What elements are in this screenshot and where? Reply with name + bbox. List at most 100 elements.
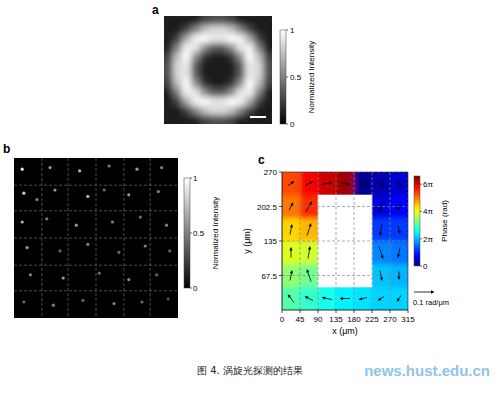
arrow-head <box>291 182 294 185</box>
intensity-cell <box>173 115 182 124</box>
gradient-arrow <box>340 182 350 185</box>
intensity-cell <box>164 43 173 52</box>
arrow-shaft <box>397 203 401 211</box>
spot <box>75 224 78 227</box>
intensity-cell <box>218 106 227 115</box>
intensity-cell <box>182 106 191 115</box>
intensity-cell <box>227 70 236 79</box>
gradient-arrow <box>308 247 311 259</box>
intensity-cell <box>182 16 191 25</box>
intensity-cell <box>182 97 191 106</box>
intensity-cell <box>182 52 191 61</box>
intensity-cell <box>218 16 227 25</box>
intensity-cell <box>182 34 191 43</box>
gradient-arrow <box>305 296 313 300</box>
intensity-cell <box>227 52 236 61</box>
arrow-head <box>305 296 308 299</box>
intensity-cell <box>236 61 245 70</box>
image-background <box>14 158 178 318</box>
colorbar-tick <box>420 211 422 212</box>
empty-cell <box>318 218 337 242</box>
phase-cell <box>372 172 390 195</box>
intensity-cell <box>209 43 218 52</box>
intensity-cell <box>200 79 209 88</box>
intensity-cell <box>209 88 218 97</box>
spot <box>165 224 168 227</box>
spot <box>167 297 170 300</box>
arrow-shaft <box>305 182 313 186</box>
intensity-cell <box>254 16 263 25</box>
arrow-head <box>380 277 383 280</box>
colorbar-tick-label: 0 <box>193 284 198 293</box>
grid-line <box>14 210 178 211</box>
intensity-cell <box>173 70 182 79</box>
spot <box>140 300 143 303</box>
arrow-shaft <box>288 295 294 303</box>
intensity-cell <box>218 34 227 43</box>
intensity-cell <box>218 25 227 34</box>
x-tick <box>336 310 337 313</box>
phase-cell <box>354 172 372 195</box>
x-tick-label: 225 <box>365 315 379 324</box>
intensity-cell <box>218 97 227 106</box>
x-tick-label: 45 <box>296 315 305 324</box>
y-tick-label: 135 <box>264 237 278 246</box>
gradient-arrow <box>379 202 383 212</box>
x-axis <box>282 310 408 311</box>
arrow-head <box>308 247 311 250</box>
colorbar-tick <box>190 233 192 234</box>
intensity-cell <box>209 115 218 124</box>
panel-letter: b <box>3 142 10 156</box>
gradient-arrow <box>380 271 383 281</box>
panel-letter: a <box>152 3 159 17</box>
grid-line <box>14 238 178 239</box>
intensity-cell <box>254 88 263 97</box>
intensity-cell <box>218 70 227 79</box>
y-tick-label: 67.5 <box>261 272 277 281</box>
scale-bar <box>250 116 266 118</box>
y-tick <box>279 275 282 276</box>
gradient-arrow <box>340 297 350 300</box>
intensity-cell <box>191 97 200 106</box>
intensity-cell <box>245 61 254 70</box>
spot <box>160 166 163 169</box>
intensity-cell <box>164 97 173 106</box>
intensity-cell <box>164 88 173 97</box>
intensity-cell <box>191 79 200 88</box>
intensity-cell <box>254 52 263 61</box>
spot <box>52 304 55 307</box>
gradient-arrow <box>378 181 384 187</box>
phase-cell <box>390 172 408 195</box>
colorbar-tick <box>286 77 288 78</box>
arrow-shaft <box>378 297 384 301</box>
intensity-cell <box>209 97 218 106</box>
empty-cell <box>354 218 373 242</box>
phase-cell <box>282 287 300 310</box>
intensity-cell <box>254 34 263 43</box>
gradient-arrow <box>397 296 401 302</box>
intensity-cell <box>164 16 173 25</box>
colorbar-tick <box>286 124 288 125</box>
phase-cell <box>390 218 408 241</box>
spot <box>135 168 138 171</box>
intensity-cell <box>173 61 182 70</box>
intensity-cell <box>209 16 218 25</box>
colorbar-tick <box>190 178 192 179</box>
spot <box>103 188 106 191</box>
arrow-head <box>364 183 367 186</box>
intensity-cell <box>236 52 245 61</box>
arrow-head <box>397 254 400 257</box>
intensity-cell <box>263 43 272 52</box>
intensity-cell <box>227 88 236 97</box>
spot <box>58 249 61 252</box>
gradient-arrow <box>307 224 312 236</box>
intensity-cell <box>200 88 209 97</box>
colorbar-title: Normalized Intensity <box>211 197 220 269</box>
intensity-cell <box>263 88 272 97</box>
intensity-cell <box>227 79 236 88</box>
spot <box>21 168 24 171</box>
x-tick <box>282 310 283 313</box>
arrow-head <box>379 232 382 235</box>
gradient-arrow <box>288 295 294 303</box>
y-tick <box>279 172 282 173</box>
